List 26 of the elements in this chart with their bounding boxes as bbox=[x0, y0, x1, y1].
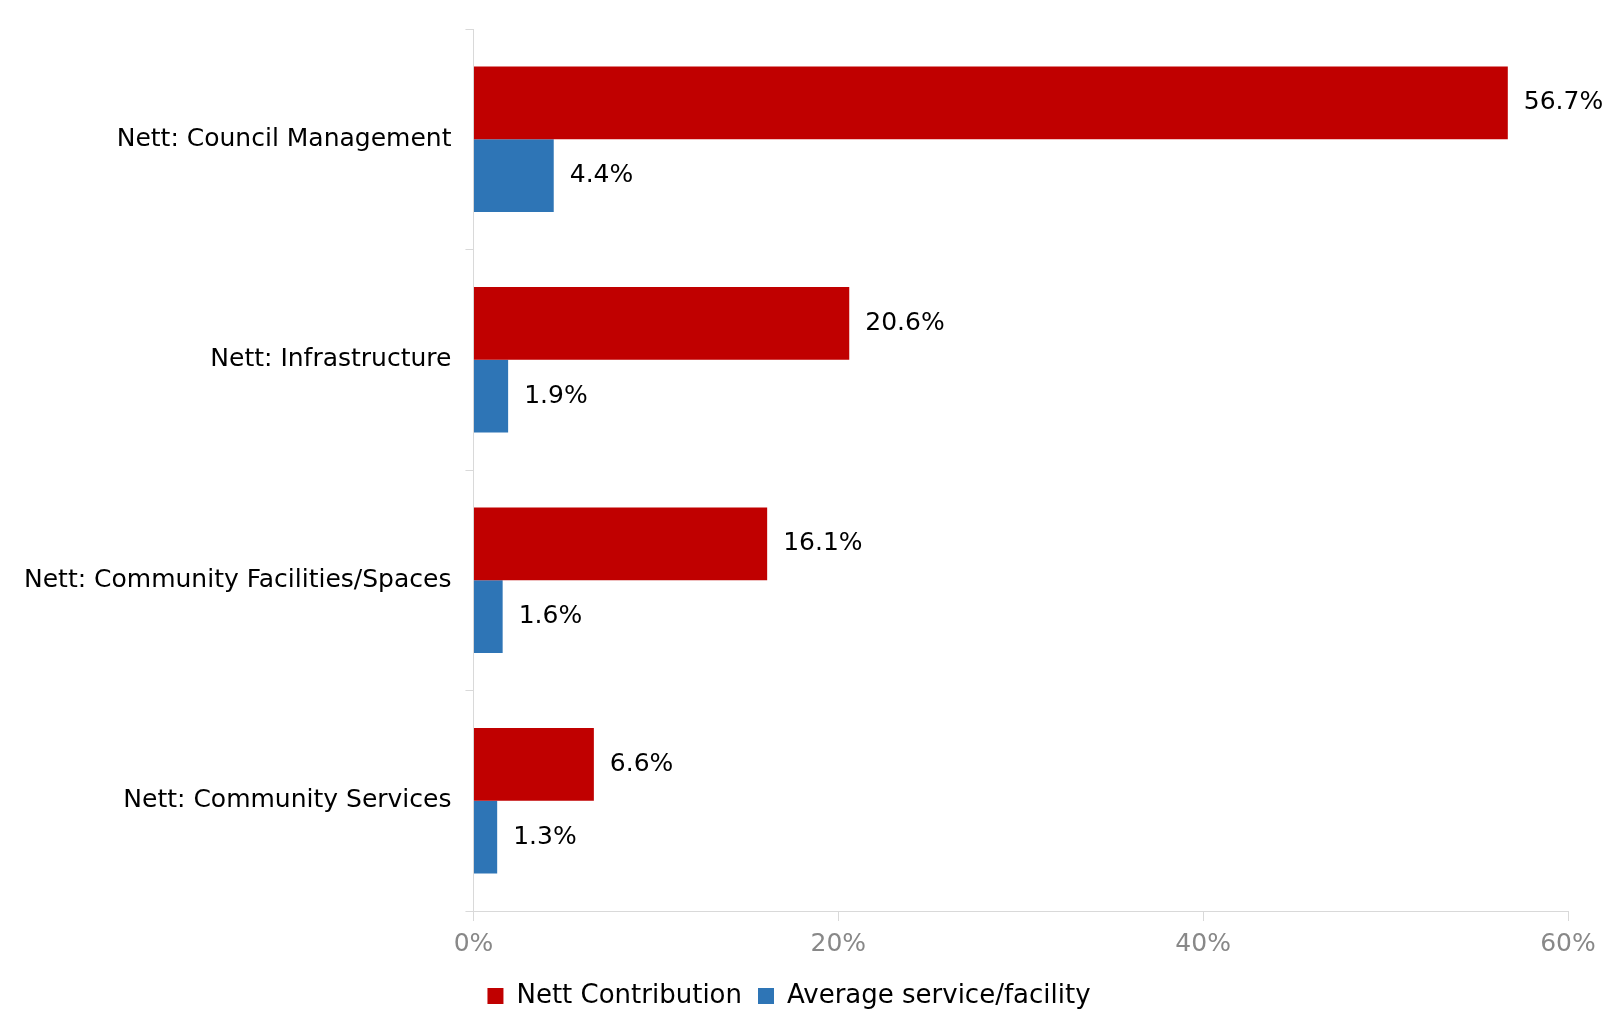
bar bbox=[473, 580, 503, 654]
bar bbox=[473, 800, 498, 874]
data-label: 1.9% bbox=[524, 379, 588, 409]
x-tick-label: 60% bbox=[1540, 927, 1596, 957]
x-tick-label: 20% bbox=[810, 927, 867, 957]
bar bbox=[473, 66, 1508, 140]
legend-label: Average service/facility bbox=[786, 978, 1091, 1009]
bar bbox=[473, 359, 509, 433]
data-label: 16.1% bbox=[783, 527, 863, 557]
x-tick-label: 40% bbox=[1175, 927, 1231, 957]
data-label: 1.6% bbox=[518, 600, 583, 630]
bar bbox=[473, 139, 554, 213]
y-tick-label: Nett: Council Management bbox=[116, 122, 452, 152]
bar bbox=[473, 507, 768, 581]
data-label: 1.3% bbox=[513, 820, 577, 850]
y-tick-label: Nett: Community Facilities/Spaces bbox=[24, 563, 452, 593]
data-label: 56.7% bbox=[1523, 86, 1604, 116]
data-label: 20.6% bbox=[865, 306, 945, 336]
y-tick-label: Nett: Infrastructure bbox=[210, 343, 452, 373]
data-label: 6.6% bbox=[609, 747, 674, 777]
bar bbox=[473, 286, 850, 360]
legend-label: Nett Contribution bbox=[516, 978, 742, 1009]
x-tick-label: 0% bbox=[453, 927, 494, 957]
data-label: 4.4% bbox=[569, 159, 634, 189]
bar bbox=[473, 727, 594, 801]
y-tick-label: Nett: Community Services bbox=[123, 784, 452, 814]
